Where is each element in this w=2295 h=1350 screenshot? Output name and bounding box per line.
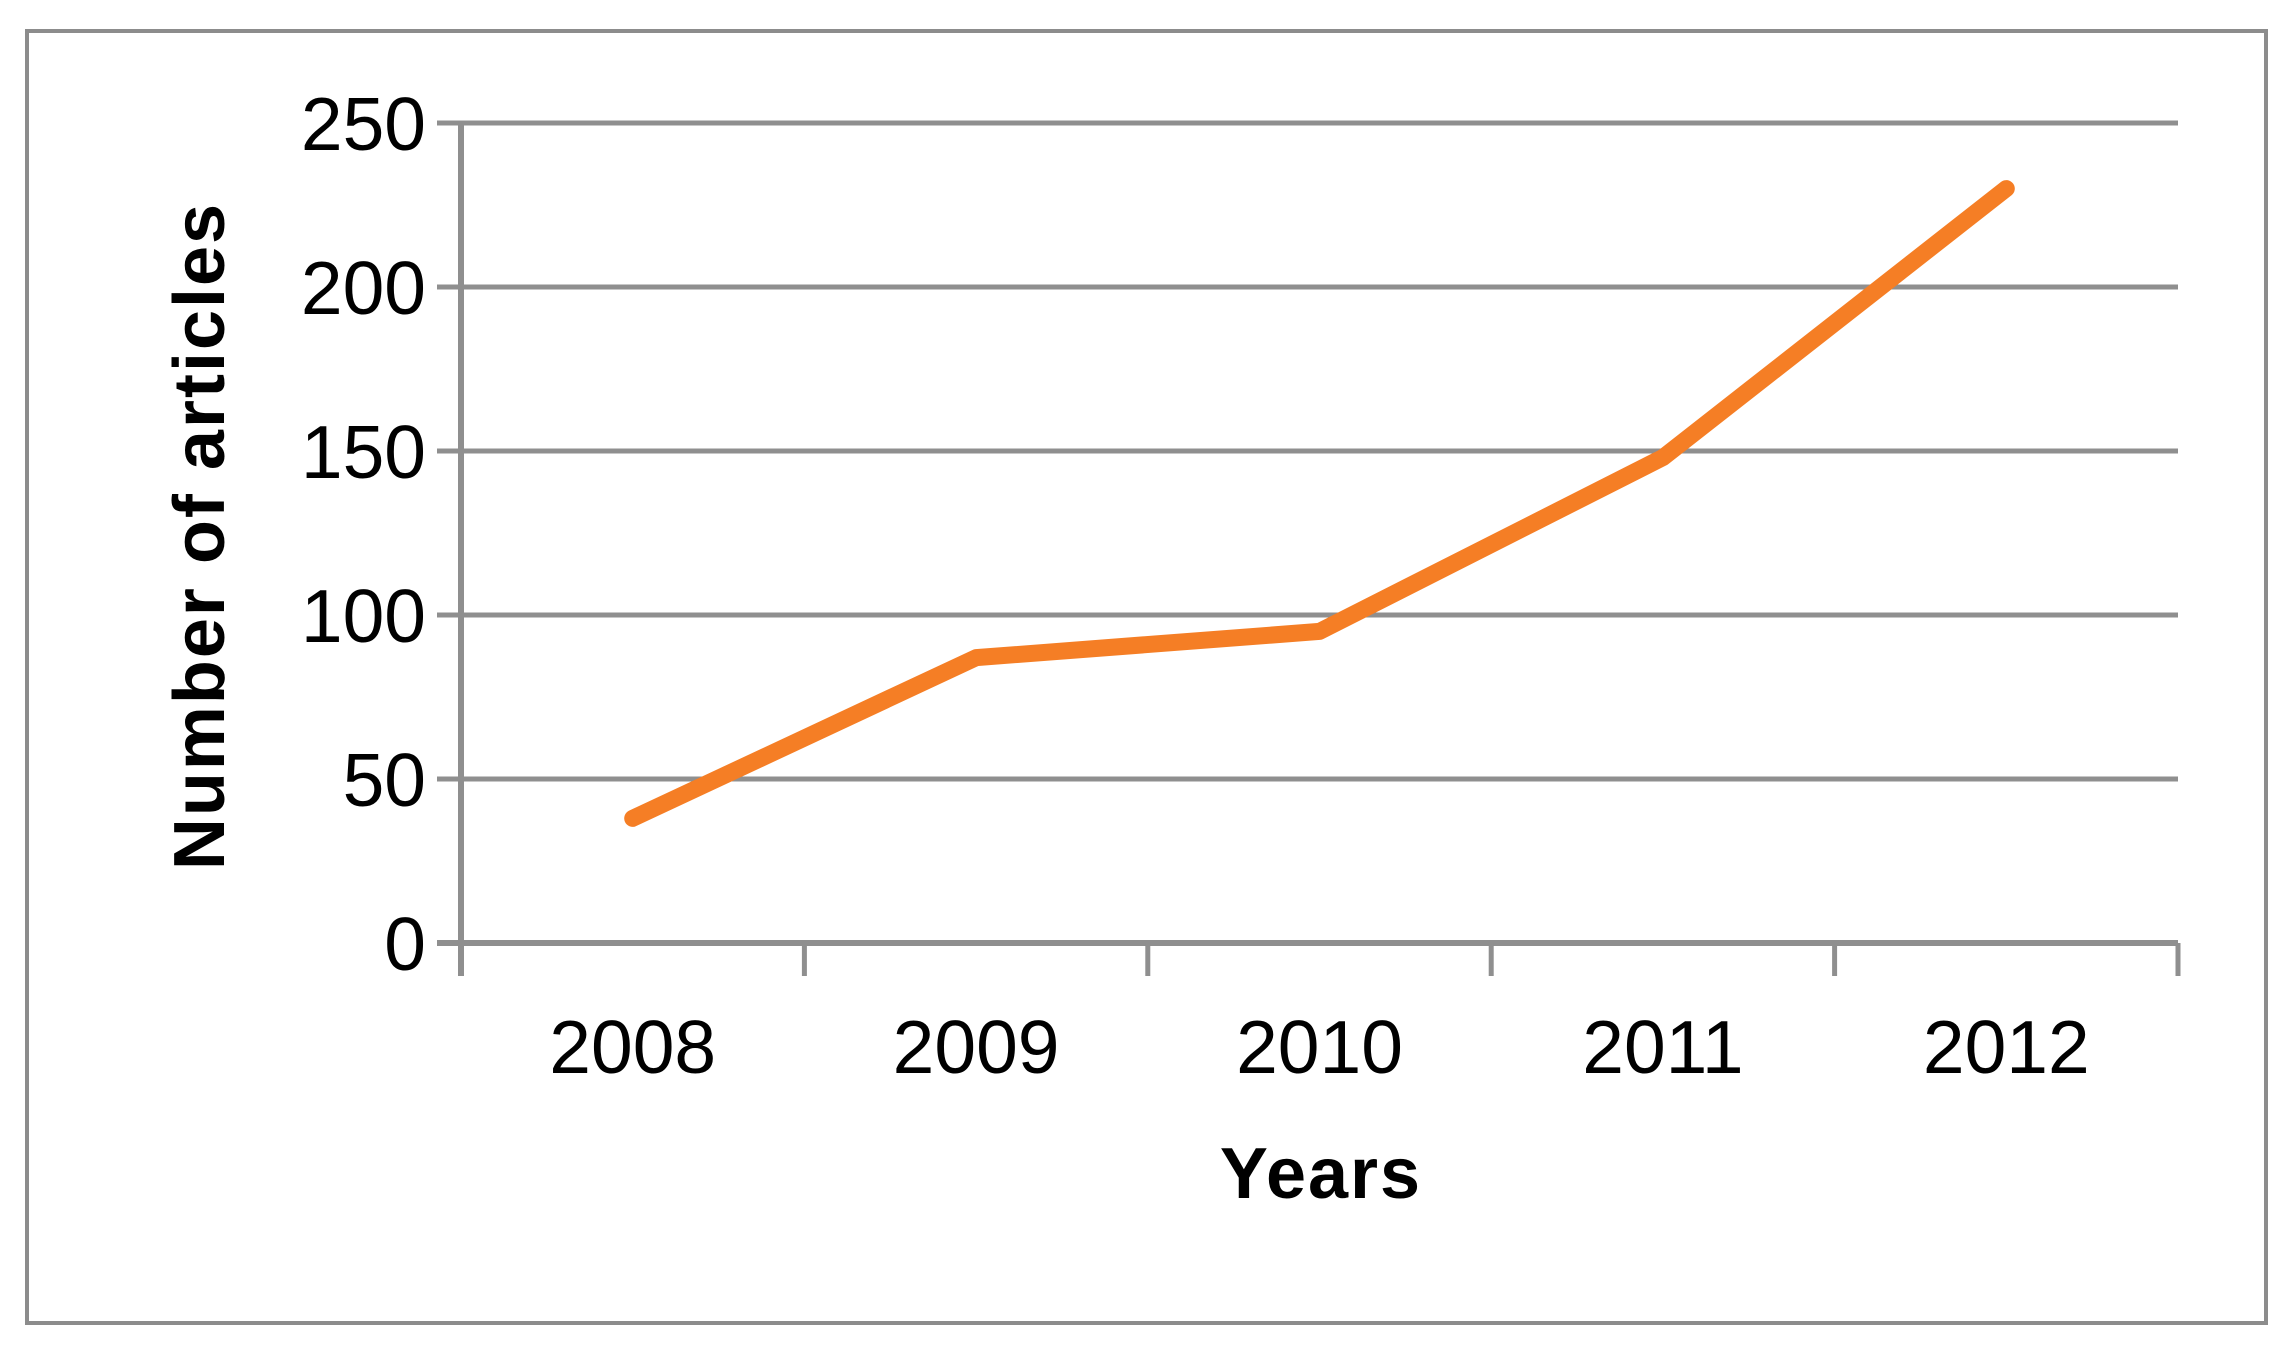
y-tick-label: 250 [301, 82, 426, 166]
figure-border [25, 29, 2268, 1325]
y-tick-label: 200 [301, 246, 426, 330]
y-tick-label: 50 [343, 738, 426, 822]
x-tick-label: 2009 [893, 1005, 1060, 1089]
y-tick-label: 150 [301, 410, 426, 494]
y-axis-title: Number of articles [160, 201, 240, 871]
x-tick-label: 2010 [1236, 1005, 1403, 1089]
y-tick-label: 100 [301, 574, 426, 658]
data-series-line [624, 180, 2015, 827]
x-tick-label: 2011 [1582, 1005, 1743, 1089]
x-axis-title: Years [1219, 1134, 1423, 1214]
x-tick-label: 2008 [549, 1005, 716, 1089]
x-tick-label: 2012 [1923, 1005, 2090, 1089]
y-tick-label: 0 [384, 902, 426, 986]
